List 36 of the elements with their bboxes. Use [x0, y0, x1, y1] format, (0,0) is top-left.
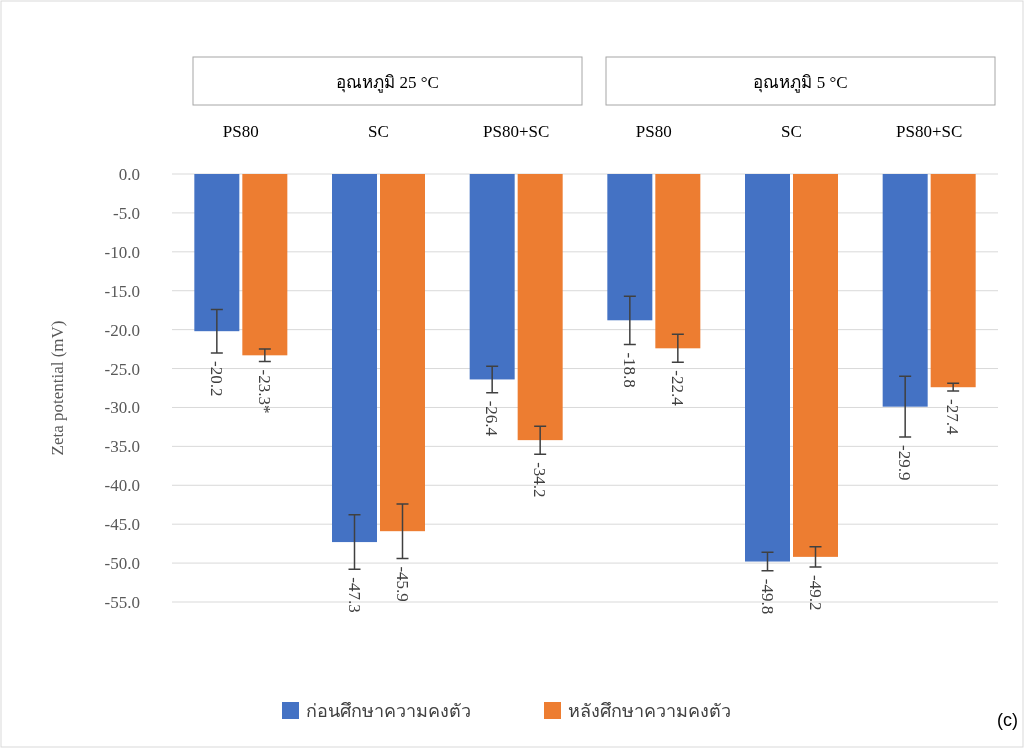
x-tick-label: SC — [368, 122, 389, 141]
y-tick-label: -5.0 — [113, 203, 140, 223]
y-tick-label: -50.0 — [104, 554, 140, 574]
data-label: -49.8 — [757, 578, 777, 615]
data-label: -29.9 — [895, 445, 915, 481]
data-label: -22.4 — [667, 370, 687, 407]
x-tick-label: PS80+SC — [896, 122, 963, 141]
y-axis-title: Zeta potential (mV) — [48, 320, 67, 456]
data-label: -20.2 — [206, 360, 226, 397]
y-tick-label: -10.0 — [104, 242, 140, 262]
x-tick-label: PS80 — [635, 122, 672, 141]
data-label: -27.4 — [943, 399, 963, 436]
y-tick-label: -15.0 — [104, 281, 140, 301]
text: อุณหภูมิ 25 °C — [336, 73, 439, 93]
y-tick-label: -45.0 — [104, 515, 140, 535]
data-label: -47.3 — [344, 577, 364, 613]
x-tick-label: PS80 — [222, 122, 259, 141]
x-tick-label: SC — [781, 122, 802, 141]
data-label: -49.2 — [805, 574, 825, 611]
legend-label: หลังศึกษาความคงตัว — [568, 701, 731, 721]
y-tick-label: 0.0 — [118, 165, 140, 184]
data-label: -34.2 — [530, 462, 550, 498]
data-label: -26.4 — [482, 400, 502, 437]
y-tick-label: -20.0 — [104, 320, 140, 340]
y-tick-label: -55.0 — [104, 593, 140, 612]
y-tick-label: -30.0 — [104, 398, 140, 418]
y-tick-label: -35.0 — [104, 437, 140, 457]
x-tick-label: PS80+SC — [483, 122, 550, 141]
data-label: -18.8 — [619, 352, 639, 388]
data-label: -45.9 — [392, 566, 412, 602]
y-tick-label: -40.0 — [104, 476, 140, 496]
legend-label: ก่อนศึกษาความคงตัว — [306, 701, 471, 721]
text: (c) — [997, 710, 1018, 730]
y-tick-label: -25.0 — [104, 359, 140, 379]
text: อุณหภูมิ 5 °C — [753, 73, 848, 93]
data-label: -23.3* — [254, 369, 274, 414]
